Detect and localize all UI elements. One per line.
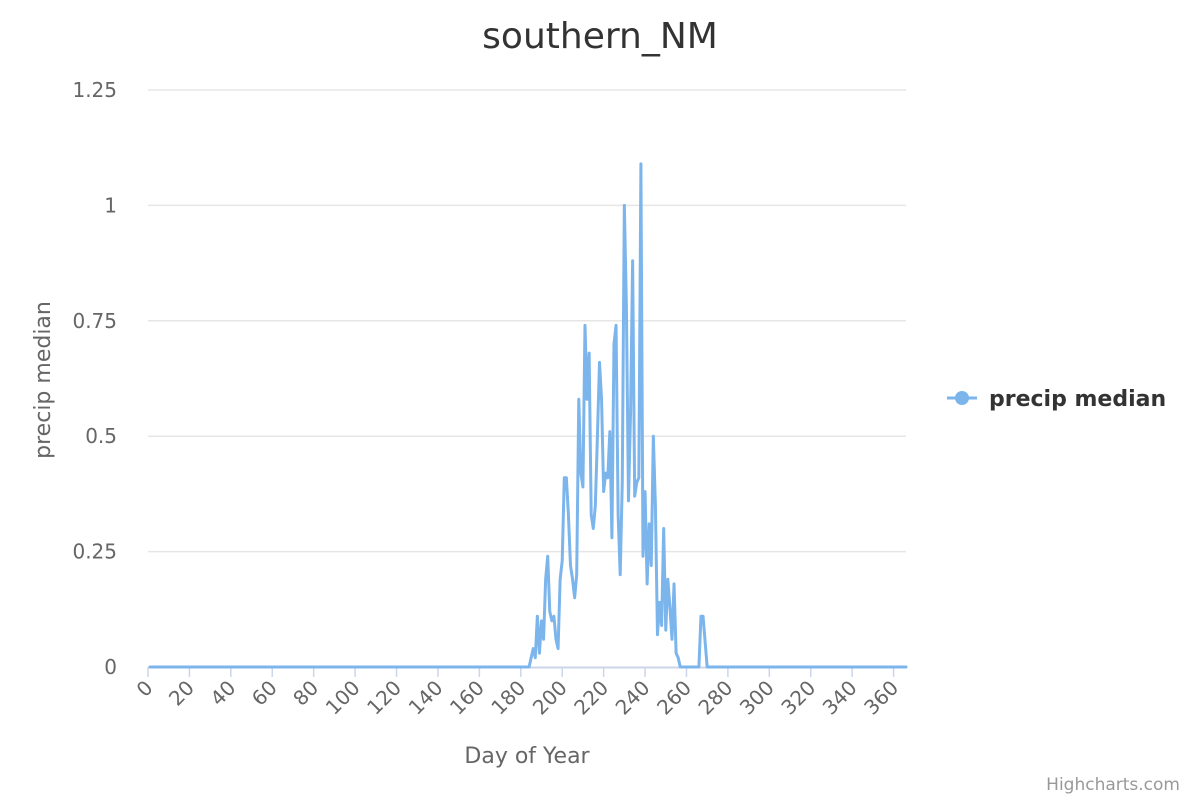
x-axis-title: Day of Year <box>464 744 590 769</box>
series-line-precip-median[interactable] <box>148 162 908 669</box>
x-tick-label: 200 <box>528 676 572 720</box>
y-tick-label: 0 <box>104 655 117 679</box>
y-tick-label: 1.25 <box>72 78 117 102</box>
y-axis-tick-labels: 0 0.25 0.5 0.75 1 1.25 <box>72 78 117 679</box>
chart-title: southern_NM <box>482 16 718 57</box>
y-tick-label: 1 <box>104 193 117 217</box>
x-tick-label: 100 <box>321 676 365 720</box>
x-tick-label: 40 <box>205 676 240 711</box>
x-tick-label: 140 <box>404 676 448 720</box>
x-tick-label: 280 <box>693 676 737 720</box>
x-tick-label: 20 <box>164 676 199 711</box>
x-tick-label: 120 <box>362 676 406 720</box>
x-tick-label: 60 <box>247 676 282 711</box>
x-tick-label: 340 <box>818 676 862 720</box>
y-tick-label: 0.25 <box>72 540 117 564</box>
x-axis-tick-labels: 0 20 40 60 801001201401601802002202402602803… <box>132 667 903 720</box>
legend-symbol-marker <box>955 391 969 405</box>
y-axis-title: precip median <box>31 301 56 459</box>
x-tick-label: 180 <box>486 676 530 720</box>
grid-lines <box>148 89 906 553</box>
credits-link[interactable]: Highcharts.com <box>1046 775 1180 795</box>
x-tick-label: 80 <box>288 676 323 711</box>
y-tick-label: 0.5 <box>85 424 117 448</box>
legend-label[interactable]: precip median <box>989 387 1166 412</box>
x-tick-label: 160 <box>445 676 489 720</box>
legend-item-precip-median[interactable]: precip median <box>947 387 1166 412</box>
series-group <box>148 162 908 669</box>
x-tick-label: 220 <box>569 676 613 720</box>
x-tick-label: 0 <box>132 676 158 702</box>
y-tick-label: 0.75 <box>72 309 117 333</box>
x-tick-label: 300 <box>735 676 779 720</box>
x-tick-label: 320 <box>776 676 820 720</box>
x-tick-label: 240 <box>611 676 655 720</box>
x-tick-label: 360 <box>859 676 903 720</box>
x-tick-label: 260 <box>652 676 696 720</box>
